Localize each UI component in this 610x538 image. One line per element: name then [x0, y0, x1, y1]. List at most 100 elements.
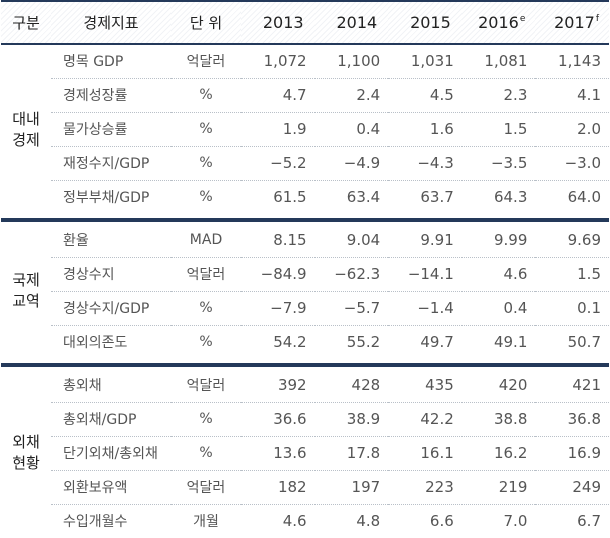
- value-cell: 64.0: [567, 188, 601, 207]
- value-cell: 4.6: [461, 257, 536, 292]
- header-indicator: 경제지표: [51, 0, 171, 45]
- value-cell: 182: [241, 470, 315, 505]
- indicator-unit: %: [171, 78, 241, 113]
- table-row: 경제성장률% 4.7 2.4 4.5 2.3 4.1: [1, 78, 609, 113]
- indicator-unit: %: [199, 334, 213, 351]
- value-cell: −1.4: [388, 291, 462, 326]
- section-label-line1: 국제: [12, 271, 40, 289]
- value-cell: 1,072: [241, 44, 315, 79]
- header-row: 구분 경제지표 단 위 2013 2014 2015 2016e 2017f: [1, 0, 609, 45]
- value-cell: 435: [388, 368, 462, 403]
- indicator-unit: %: [171, 402, 241, 437]
- value-cell: 420: [461, 368, 536, 403]
- table-row: 외환보유액 억달러 182 197 223 219 249: [1, 470, 609, 505]
- value-cell: 2.0: [535, 112, 609, 147]
- indicator-name: 환율: [51, 223, 171, 258]
- value-cell: 1.6: [388, 112, 462, 147]
- value-cell: 8.15: [241, 223, 315, 258]
- value-cell: 1,031: [388, 44, 462, 79]
- value-cell: −62.3: [314, 257, 389, 292]
- value-cell: 1.5: [535, 257, 609, 292]
- indicator-unit: 개월: [193, 514, 219, 531]
- value-cell: −3.5: [461, 146, 536, 181]
- table-row: 국제 교역 환율 MAD 8.15 9.04 9.91 9.99 9.69: [1, 223, 609, 310]
- value-cell: 9.04: [314, 223, 389, 258]
- indicator-name: 물가상승률: [51, 112, 171, 147]
- section-label-line2: 현황: [12, 454, 40, 472]
- indicator-unit: %: [171, 112, 241, 147]
- value-cell: 249: [535, 470, 609, 505]
- indicator-unit: %: [171, 291, 241, 326]
- table-row: 재정수지/GDP% −5.2 −4.9 −4.3 −3.5 −3.0: [1, 146, 609, 181]
- value-cell: 392: [241, 368, 315, 403]
- header-year-2014: 2014: [314, 0, 389, 45]
- indicator-name: 수입개월수: [63, 514, 128, 531]
- table-row: 총외채/GDP% 36.6 38.9 42.2 38.8 36.8: [1, 402, 609, 437]
- table-row: 경상수지/GDP% −7.9 −5.7 −1.4 0.4 0.1: [1, 291, 609, 326]
- section-divider-rule: [1, 217, 609, 222]
- value-cell: 38.9: [314, 402, 389, 437]
- indicator-name: 단기외채/총외채: [51, 436, 171, 471]
- indicator-name: 재정수지/GDP: [51, 146, 171, 181]
- value-cell: 63.4: [346, 188, 381, 207]
- value-cell: −3.0: [535, 146, 609, 181]
- value-cell: 38.8: [461, 402, 536, 437]
- value-cell: 1,143: [535, 44, 609, 79]
- value-cell: 4.1: [535, 78, 609, 113]
- value-cell: 16.1: [388, 436, 462, 471]
- value-cell: 9.69: [535, 223, 609, 258]
- value-cell: −7.9: [241, 291, 315, 326]
- value-cell: 2.3: [461, 78, 536, 113]
- section-label-line2: 교역: [12, 292, 40, 310]
- value-cell: 36.8: [535, 402, 609, 437]
- indicator-name: 외환보유액: [51, 470, 171, 505]
- header-year-2016: 2016e: [461, 0, 536, 45]
- indicator-unit: 억달러: [171, 470, 241, 505]
- value-cell: 6.6: [429, 512, 454, 531]
- indicator-unit: 억달러: [171, 368, 241, 403]
- value-cell: 4.7: [241, 78, 315, 113]
- value-cell: 63.7: [420, 188, 454, 207]
- value-cell: 428: [314, 368, 389, 403]
- value-cell: 13.6: [241, 436, 315, 471]
- section-divider: [1, 214, 609, 223]
- value-cell: 2.4: [314, 78, 389, 113]
- indicator-name: 총외채: [51, 368, 171, 403]
- value-cell: 42.2: [388, 402, 462, 437]
- section-label-line1: 대내: [12, 109, 40, 128]
- indicator-name: 경상수지/GDP: [51, 291, 171, 326]
- value-cell: 6.7: [577, 512, 601, 531]
- value-cell: 54.2: [273, 333, 307, 352]
- indicator-name: 정부부채/GDP: [63, 190, 150, 207]
- table-row: 외채 현황 총외채 억달러 392 428 435 420 421: [1, 368, 609, 472]
- section-label-line1: 외채: [12, 433, 40, 451]
- value-cell: 61.5: [273, 188, 307, 207]
- value-cell: 7.0: [503, 512, 528, 531]
- value-cell: 219: [461, 470, 536, 505]
- value-cell: 0.4: [314, 112, 389, 147]
- indicator-unit: 억달러: [171, 44, 241, 79]
- value-cell: 0.1: [535, 291, 609, 326]
- value-cell: 17.8: [314, 436, 389, 471]
- value-cell: 9.91: [388, 223, 462, 258]
- value-cell: 50.7: [567, 333, 601, 352]
- value-cell: 64.3: [493, 188, 528, 207]
- value-cell: 1,100: [314, 44, 389, 79]
- table-row: 물가상승률% 1.9 0.4 1.6 1.5 2.0: [1, 112, 609, 147]
- table-row: 수입개월수 개월 4.6 4.8 6.6 7.0 6.7: [1, 504, 609, 538]
- table-row: 정부부채/GDP% 61.5 63.4 63.7 64.3 64.0: [1, 180, 609, 214]
- value-cell: 49.7: [420, 333, 454, 352]
- indicator-unit: %: [199, 189, 213, 206]
- value-cell: −4.3: [388, 146, 462, 181]
- value-cell: 16.2: [461, 436, 536, 471]
- indicator-name: 경제성장률: [51, 78, 171, 113]
- header-category: 구분: [1, 0, 51, 45]
- value-cell: 1,081: [461, 44, 536, 79]
- section-label-line2: 경제: [12, 130, 40, 149]
- table-row: 단기외채/총외채% 13.6 17.8 16.1 16.2 16.9: [1, 436, 609, 471]
- value-cell: −5.2: [241, 146, 315, 181]
- value-cell: 1.9: [241, 112, 315, 147]
